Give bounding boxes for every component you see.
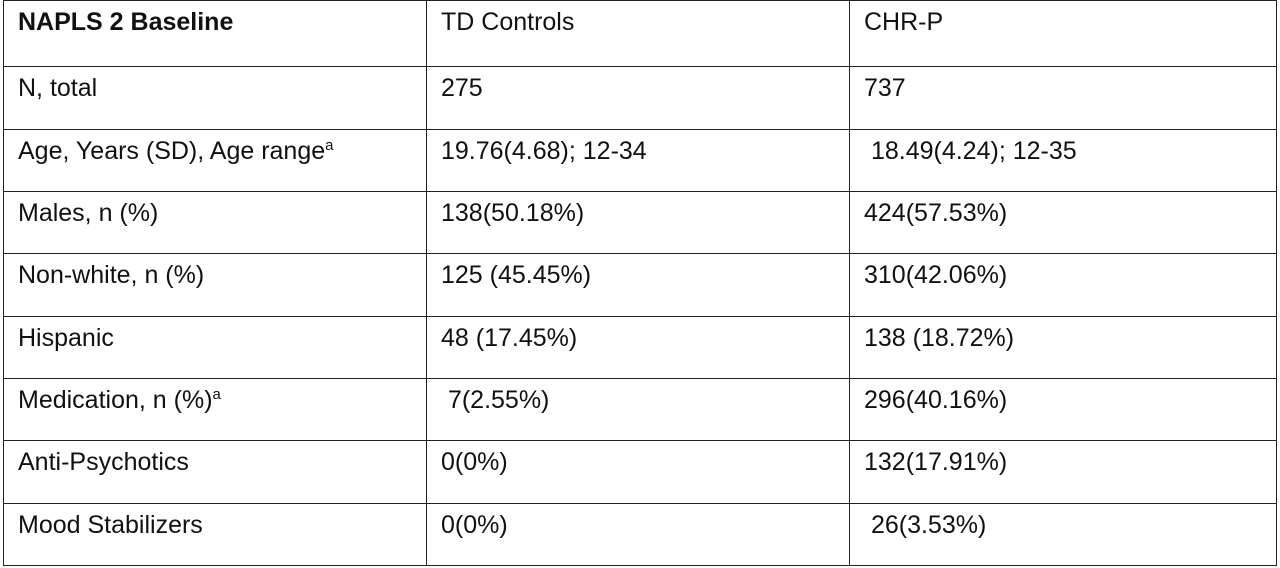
header-cell-baseline: NAPLS 2 Baseline xyxy=(3,0,427,68)
chr-p-value: 424(57.53%) xyxy=(849,190,1277,255)
td-controls-value: 0(0%) xyxy=(426,502,850,567)
row-label: Non-white, n (%) xyxy=(18,261,205,290)
chr-p-value: 296(40.16%) xyxy=(849,377,1277,442)
chr-p-value: 18.49(4.24); 12-35 xyxy=(849,128,1277,193)
footnote-marker: a xyxy=(212,385,221,403)
td-controls-value: 138(50.18%) xyxy=(426,190,850,255)
td-controls-value: 275 xyxy=(426,66,850,130)
chr-p-value: 26(3.53%) xyxy=(849,502,1277,567)
table-row: N, total 275 737 xyxy=(3,66,1277,130)
td-controls-value: 7(2.55%) xyxy=(426,377,850,442)
row-label: Males, n (%) xyxy=(18,199,159,227)
td-controls-value: 0(0%) xyxy=(426,440,850,504)
header-cell-td-controls: TD Controls xyxy=(426,0,850,68)
table-row: Males, n (%) 138(50.18%) 424(57.53%) xyxy=(3,190,1277,255)
row-label: Mood Stabilizers xyxy=(18,510,203,539)
row-label-cell: Age, Years (SD), Age rangea xyxy=(3,128,427,193)
row-label-cell: Mood Stabilizers xyxy=(3,502,427,567)
row-label-cell: Males, n (%) xyxy=(3,190,427,255)
table-row: Anti-Psychotics 0(0%) 132(17.91%) xyxy=(3,440,1277,504)
row-label: N, total xyxy=(18,74,98,103)
table-row: Mood Stabilizers 0(0%) 26(3.53%) xyxy=(3,502,1277,567)
table-row: Medication, n (%)a 7(2.55%) 296(40.16%) xyxy=(3,377,1277,442)
table-header-row: NAPLS 2 Baseline TD Controls CHR-P xyxy=(3,0,1277,68)
row-label-cell: Hispanic xyxy=(3,315,427,379)
chr-p-value: 737 xyxy=(849,66,1277,130)
row-label-cell: Anti-Psychotics xyxy=(3,440,427,504)
header-cell-chr-p: CHR-P xyxy=(849,0,1277,68)
td-controls-value: 48 (17.45%) xyxy=(426,315,850,379)
chr-p-value: 138 (18.72%) xyxy=(849,315,1277,379)
footnote-marker: a xyxy=(325,136,334,154)
table-row: Non-white, n (%) 125 (45.45%) 310(42.06%… xyxy=(3,253,1277,317)
row-label: Age, Years (SD), Age range xyxy=(18,136,326,165)
td-controls-value: 19.76(4.68); 12-34 xyxy=(426,128,850,193)
row-label-cell: N, total xyxy=(3,66,427,130)
table-row: Age, Years (SD), Age rangea 19.76(4.68);… xyxy=(3,128,1277,193)
row-label-cell: Non-white, n (%) xyxy=(3,253,427,317)
row-label: Anti-Psychotics xyxy=(18,448,189,477)
row-label: Medication, n (%) xyxy=(18,385,213,414)
chr-p-value: 132(17.91%) xyxy=(849,440,1277,504)
row-label: Hispanic xyxy=(18,323,114,352)
chr-p-value: 310(42.06%) xyxy=(849,253,1277,317)
table-row: Hispanic 48 (17.45%) 138 (18.72%) xyxy=(3,315,1277,379)
td-controls-value: 125 (45.45%) xyxy=(426,253,850,317)
row-label-cell: Medication, n (%)a xyxy=(3,377,427,442)
demographics-table: NAPLS 2 Baseline TD Controls CHR-P N, to… xyxy=(3,0,1277,567)
